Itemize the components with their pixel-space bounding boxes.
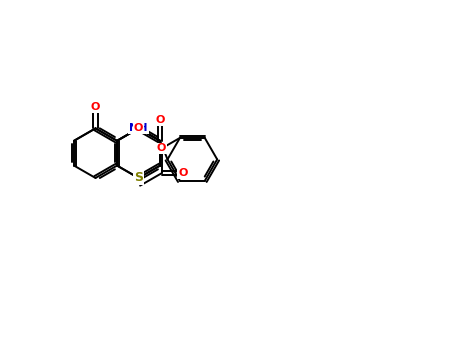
Text: S: S (134, 172, 143, 184)
Text: O: O (178, 168, 187, 178)
Text: O: O (134, 123, 143, 133)
Text: O: O (155, 115, 165, 125)
Text: O: O (157, 144, 167, 153)
Text: O: O (91, 102, 100, 112)
Text: NH: NH (129, 123, 148, 133)
